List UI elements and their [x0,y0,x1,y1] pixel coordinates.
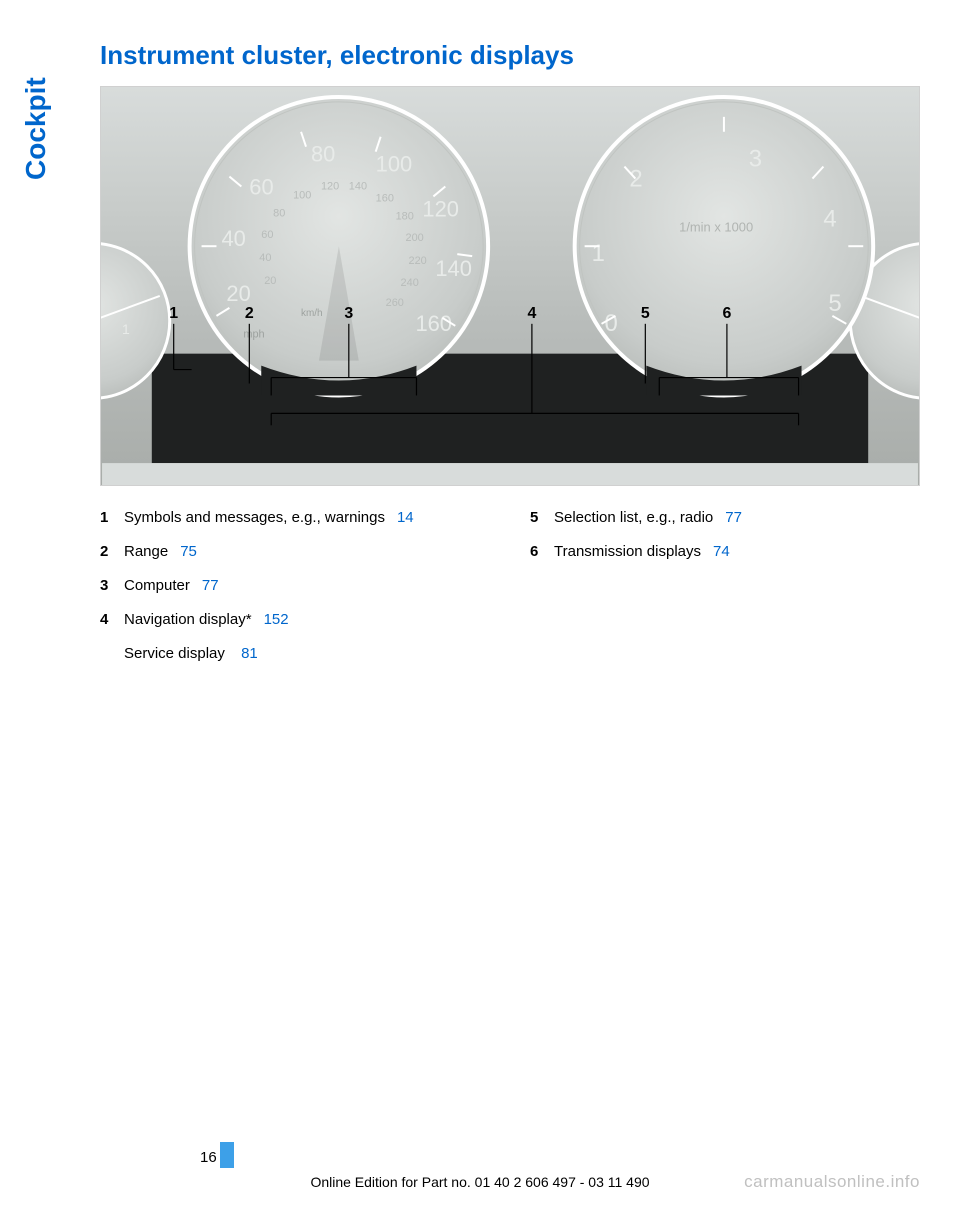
legend-num: 2 [100,540,124,564]
svg-text:1: 1 [592,240,605,267]
svg-text:260: 260 [386,297,404,309]
legend-item: 4 Navigation display* 152 [100,608,490,632]
svg-text:2: 2 [245,305,254,322]
legend-item: 3 Computer 77 [100,574,490,598]
legend-item: 1 Symbols and messages, e.g., warnings 1… [100,506,490,530]
legend-page-ref[interactable]: 77 [725,506,742,530]
section-label: Cockpit [20,77,52,180]
svg-text:5: 5 [641,305,650,322]
svg-text:4: 4 [527,305,536,322]
legend-text: Navigation display* [124,608,252,632]
svg-text:220: 220 [409,255,427,267]
svg-text:160: 160 [376,192,394,204]
legend-page-ref[interactable]: 75 [180,540,197,564]
svg-text:160: 160 [415,311,452,336]
diagram-svg: 1 20 40 60 80 100 120 140 160 [101,87,919,485]
svg-text:120: 120 [422,196,459,221]
page-number: 16 [200,1149,217,1166]
legend-text: Computer [124,574,190,598]
svg-text:120: 120 [321,180,339,192]
speedometer: 20 40 60 80 100 120 140 160 20 40 60 80 … [190,97,489,396]
legend-text: Range [124,540,168,564]
svg-text:mph: mph [243,329,264,341]
svg-text:1: 1 [169,305,178,322]
legend-text: Service display [124,645,225,662]
tachometer: 0 1 2 3 4 5 1/min x 1000 [575,97,874,396]
svg-text:km/h: km/h [301,308,323,319]
legend-num: 3 [100,574,124,598]
legend-right-column: 5 Selection list, e.g., radio 77 6 Trans… [530,506,920,676]
svg-text:180: 180 [396,210,414,222]
svg-text:240: 240 [401,277,419,289]
svg-text:100: 100 [293,189,311,201]
instrument-cluster-diagram: 1 20 40 60 80 100 120 140 160 [100,86,920,486]
svg-text:4: 4 [823,205,836,232]
legend-left-column: 1 Symbols and messages, e.g., warnings 1… [100,506,490,676]
legend: 1 Symbols and messages, e.g., warnings 1… [100,506,920,676]
legend-page-ref[interactable]: 152 [264,608,289,632]
svg-text:5: 5 [828,290,841,317]
svg-text:40: 40 [221,226,245,251]
svg-text:40: 40 [259,252,271,264]
page-title: Instrument cluster, electronic displays [100,40,920,71]
svg-text:20: 20 [264,275,276,287]
svg-text:2: 2 [629,166,642,193]
svg-text:0: 0 [605,310,618,337]
svg-text:1: 1 [122,321,130,337]
legend-text: Symbols and messages, e.g., warnings [124,506,385,530]
legend-num: 6 [530,540,554,564]
svg-text:6: 6 [722,305,731,322]
svg-text:60: 60 [261,229,273,241]
svg-text:1/min x 1000: 1/min x 1000 [679,219,753,234]
legend-subitem: Service display 81 [124,642,490,666]
legend-page-ref[interactable]: 74 [713,540,730,564]
svg-text:200: 200 [406,232,424,244]
legend-num: 1 [100,506,124,530]
legend-text: Transmission displays [554,540,701,564]
page-accent-bar [220,1142,234,1168]
legend-num: 4 [100,608,124,632]
svg-text:80: 80 [311,142,335,167]
legend-num: 5 [530,506,554,530]
watermark: carmanualsonline.info [744,1172,920,1192]
trim-bottom [102,463,918,485]
svg-text:60: 60 [249,174,273,199]
svg-text:3: 3 [344,305,353,322]
svg-text:140: 140 [349,180,367,192]
legend-item: 5 Selection list, e.g., radio 77 [530,506,920,530]
legend-page-ref[interactable]: 81 [241,645,258,662]
svg-text:80: 80 [273,207,285,219]
legend-item: 6 Transmission displays 74 [530,540,920,564]
content-area: Instrument cluster, electronic displays … [100,0,920,676]
svg-text:3: 3 [749,146,762,173]
svg-text:140: 140 [435,256,472,281]
legend-item: 2 Range 75 [100,540,490,564]
legend-text: Selection list, e.g., radio [554,506,713,530]
legend-page-ref[interactable]: 14 [397,506,414,530]
svg-text:20: 20 [226,281,250,306]
svg-text:100: 100 [376,152,413,177]
legend-page-ref[interactable]: 77 [202,574,219,598]
